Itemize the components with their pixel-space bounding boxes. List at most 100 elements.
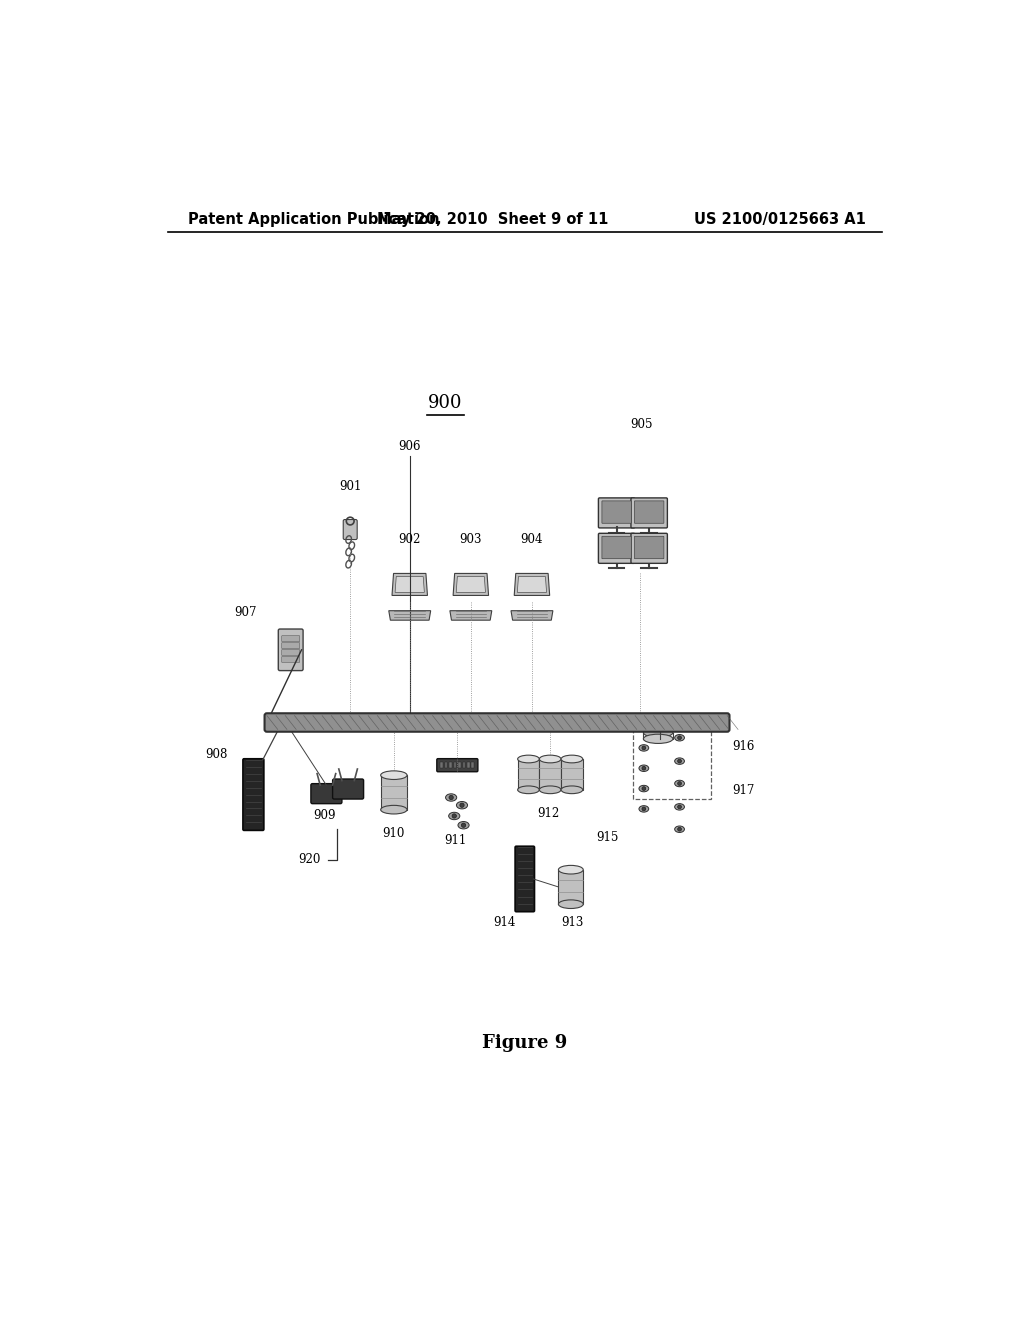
FancyBboxPatch shape xyxy=(282,635,300,642)
FancyBboxPatch shape xyxy=(264,713,729,731)
FancyBboxPatch shape xyxy=(515,846,535,912)
Polygon shape xyxy=(392,573,427,595)
FancyBboxPatch shape xyxy=(343,520,357,540)
Text: 911: 911 xyxy=(444,834,467,847)
Text: 905: 905 xyxy=(630,417,652,430)
Circle shape xyxy=(642,746,646,750)
FancyBboxPatch shape xyxy=(540,759,561,789)
Ellipse shape xyxy=(540,785,561,793)
FancyBboxPatch shape xyxy=(333,779,364,799)
Text: Figure 9: Figure 9 xyxy=(482,1034,567,1052)
Text: Patent Application Publication: Patent Application Publication xyxy=(187,213,439,227)
FancyBboxPatch shape xyxy=(282,649,300,656)
FancyBboxPatch shape xyxy=(598,533,635,564)
Ellipse shape xyxy=(558,900,584,908)
Polygon shape xyxy=(511,611,553,620)
Text: US 2100/0125663 A1: US 2100/0125663 A1 xyxy=(694,213,866,227)
Ellipse shape xyxy=(675,826,684,833)
FancyBboxPatch shape xyxy=(467,762,470,768)
Circle shape xyxy=(678,805,681,809)
Polygon shape xyxy=(389,611,431,620)
Circle shape xyxy=(449,796,454,800)
FancyBboxPatch shape xyxy=(282,643,300,648)
FancyBboxPatch shape xyxy=(463,762,465,768)
FancyBboxPatch shape xyxy=(635,500,664,523)
FancyBboxPatch shape xyxy=(635,536,664,558)
FancyBboxPatch shape xyxy=(598,498,635,528)
Ellipse shape xyxy=(518,755,540,763)
FancyBboxPatch shape xyxy=(561,759,583,789)
Text: 903: 903 xyxy=(460,533,482,546)
FancyBboxPatch shape xyxy=(518,759,540,789)
Text: 906: 906 xyxy=(398,440,421,453)
FancyBboxPatch shape xyxy=(450,762,452,768)
Circle shape xyxy=(678,828,681,832)
Ellipse shape xyxy=(675,780,684,787)
Ellipse shape xyxy=(457,801,468,809)
Ellipse shape xyxy=(675,758,684,764)
Ellipse shape xyxy=(675,734,684,741)
Circle shape xyxy=(678,759,681,763)
Text: 920: 920 xyxy=(298,853,321,866)
Ellipse shape xyxy=(381,805,407,814)
Ellipse shape xyxy=(449,812,460,820)
Polygon shape xyxy=(450,611,492,620)
Ellipse shape xyxy=(518,785,540,793)
FancyBboxPatch shape xyxy=(444,762,447,768)
FancyBboxPatch shape xyxy=(458,762,461,768)
FancyBboxPatch shape xyxy=(311,784,342,804)
Circle shape xyxy=(462,824,466,828)
FancyBboxPatch shape xyxy=(558,870,584,904)
Circle shape xyxy=(678,735,681,739)
Circle shape xyxy=(642,787,646,791)
Circle shape xyxy=(452,814,457,818)
Text: 916: 916 xyxy=(733,741,755,752)
FancyBboxPatch shape xyxy=(437,759,478,772)
Ellipse shape xyxy=(675,804,684,810)
FancyBboxPatch shape xyxy=(282,656,300,663)
FancyBboxPatch shape xyxy=(440,762,443,768)
Polygon shape xyxy=(517,577,547,593)
Text: 915: 915 xyxy=(596,832,618,845)
Ellipse shape xyxy=(381,771,407,780)
Ellipse shape xyxy=(561,755,583,763)
Ellipse shape xyxy=(643,729,673,738)
Ellipse shape xyxy=(639,785,649,792)
Text: 908: 908 xyxy=(205,748,227,762)
FancyBboxPatch shape xyxy=(471,762,474,768)
Ellipse shape xyxy=(558,866,584,874)
FancyBboxPatch shape xyxy=(631,533,668,564)
FancyBboxPatch shape xyxy=(454,762,457,768)
Ellipse shape xyxy=(561,785,583,793)
Polygon shape xyxy=(453,573,488,595)
Text: 907: 907 xyxy=(234,606,257,619)
Circle shape xyxy=(460,803,464,808)
Ellipse shape xyxy=(540,755,561,763)
Text: 913: 913 xyxy=(561,916,584,929)
Text: 910: 910 xyxy=(383,828,406,841)
Ellipse shape xyxy=(445,793,457,801)
Text: 904: 904 xyxy=(520,533,543,546)
Text: 912: 912 xyxy=(538,807,560,820)
Circle shape xyxy=(642,807,646,810)
Text: 902: 902 xyxy=(398,533,421,546)
FancyBboxPatch shape xyxy=(381,775,407,809)
FancyBboxPatch shape xyxy=(602,500,632,523)
Polygon shape xyxy=(514,573,550,595)
Ellipse shape xyxy=(458,821,469,829)
FancyBboxPatch shape xyxy=(279,630,303,671)
FancyBboxPatch shape xyxy=(602,536,632,558)
Text: 900: 900 xyxy=(428,395,463,412)
Text: 914: 914 xyxy=(493,916,515,929)
Text: 917: 917 xyxy=(733,784,755,797)
Polygon shape xyxy=(395,577,424,593)
Circle shape xyxy=(678,781,681,785)
Ellipse shape xyxy=(639,744,649,751)
Ellipse shape xyxy=(643,734,673,743)
Text: May 20, 2010  Sheet 9 of 11: May 20, 2010 Sheet 9 of 11 xyxy=(378,213,608,227)
Circle shape xyxy=(642,767,646,770)
Text: 909: 909 xyxy=(313,809,336,822)
Polygon shape xyxy=(457,577,485,593)
Ellipse shape xyxy=(639,766,649,771)
Ellipse shape xyxy=(639,805,649,812)
